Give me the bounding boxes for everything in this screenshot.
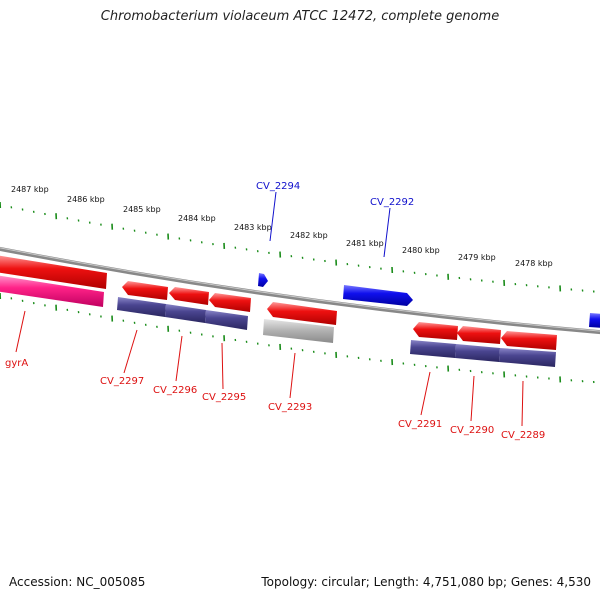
gene-label-cv2290[interactable]: CV_2290 bbox=[450, 425, 494, 436]
genome-backbone-highlight bbox=[0, 247, 600, 332]
gene-label-cv2289[interactable]: CV_2289 bbox=[501, 430, 545, 441]
leader-line bbox=[383, 207, 391, 258]
leader-line bbox=[221, 342, 224, 390]
leader-line bbox=[470, 375, 475, 422]
feature-band-track bbox=[117, 297, 556, 367]
reverse-gene-labels: gyrA CV_2297 CV_2296 CV_2295 CV_2293 CV_… bbox=[5, 358, 545, 441]
gene-arrow[interactable] bbox=[169, 287, 209, 305]
feature-band[interactable] bbox=[165, 304, 206, 323]
leader-line bbox=[289, 352, 296, 399]
leader-line bbox=[269, 191, 277, 242]
leader-line bbox=[15, 310, 26, 353]
gene-label-cv2292[interactable]: CV_2292 bbox=[370, 197, 414, 208]
ruler-label: 2483 kbp bbox=[234, 223, 272, 232]
ruler-label: 2484 kbp bbox=[178, 214, 216, 223]
gene-arrow[interactable] bbox=[413, 322, 458, 340]
forward-strand-track bbox=[258, 273, 600, 328]
genome-title: Chromobacterium violaceum ATCC 12472, co… bbox=[100, 9, 500, 24]
accession-text: Accession: NC_005085 bbox=[9, 575, 146, 589]
gene-label-gyra[interactable]: gyrA bbox=[5, 358, 28, 369]
gene-arrow[interactable] bbox=[258, 273, 268, 287]
inner-ruler bbox=[0, 292, 595, 384]
gene-arrow[interactable] bbox=[122, 281, 168, 300]
gene-arrow[interactable] bbox=[0, 275, 104, 307]
leader-line bbox=[420, 371, 431, 416]
gene-label-cv2293[interactable]: CV_2293 bbox=[268, 402, 312, 413]
label-leaders bbox=[15, 191, 524, 427]
gene-arrow[interactable] bbox=[267, 302, 337, 325]
feature-band[interactable] bbox=[117, 297, 166, 317]
gene-arrow[interactable] bbox=[501, 331, 557, 350]
gene-arrow[interactable] bbox=[589, 313, 600, 328]
leader-line bbox=[175, 335, 183, 382]
gene-label-cv2294[interactable]: CV_2294 bbox=[256, 181, 300, 192]
ruler-labels: 2487 kbp 2486 kbp 2485 kbp 2484 kbp 2483… bbox=[11, 185, 553, 268]
forward-gene-labels: CV_2294 CV_2292 bbox=[256, 181, 414, 208]
ruler-label: 2485 kbp bbox=[123, 205, 161, 214]
feature-band[interactable] bbox=[205, 310, 248, 330]
feature-band[interactable] bbox=[455, 344, 500, 362]
ruler-label: 2478 kbp bbox=[515, 259, 553, 268]
gene-label-cv2296[interactable]: CV_2296 bbox=[153, 385, 197, 396]
ruler-label: 2479 kbp bbox=[458, 253, 496, 262]
gene-label-cv2291[interactable]: CV_2291 bbox=[398, 419, 442, 430]
gene-arrow[interactable] bbox=[457, 326, 501, 344]
ruler-label: 2487 kbp bbox=[11, 185, 49, 194]
reverse-strand-track bbox=[0, 255, 557, 350]
ruler-label: 2480 kbp bbox=[402, 246, 440, 255]
ruler-label: 2481 kbp bbox=[346, 239, 384, 248]
leader-line bbox=[521, 380, 524, 427]
ruler-label: 2482 kbp bbox=[290, 231, 328, 240]
gene-arrow[interactable] bbox=[343, 285, 413, 306]
genome-summary: Topology: circular; Length: 4,751,080 bp… bbox=[261, 575, 591, 589]
gene-label-cv2297[interactable]: CV_2297 bbox=[100, 376, 144, 387]
pseudo-gene[interactable] bbox=[263, 319, 334, 343]
feature-band[interactable] bbox=[499, 348, 556, 367]
gene-arrow[interactable] bbox=[209, 293, 251, 312]
gene-label-cv2295[interactable]: CV_2295 bbox=[202, 392, 246, 403]
gene-arrow[interactable] bbox=[0, 255, 107, 289]
leader-line bbox=[123, 329, 138, 374]
ruler-label: 2486 kbp bbox=[67, 195, 105, 204]
feature-band[interactable] bbox=[410, 340, 456, 358]
outer-ruler bbox=[0, 201, 595, 293]
genome-backbone bbox=[0, 246, 600, 335]
